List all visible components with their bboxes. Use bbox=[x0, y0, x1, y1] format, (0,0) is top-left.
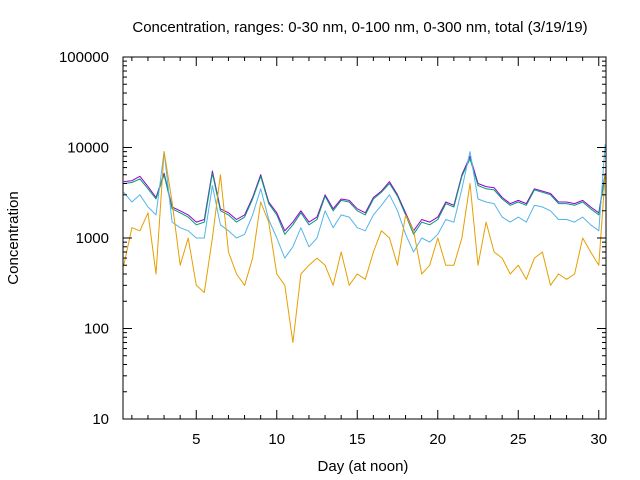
y-tick-label: 100000 bbox=[59, 49, 109, 66]
x-tick-label: 30 bbox=[590, 431, 607, 448]
series-line-3 bbox=[123, 143, 606, 259]
y-tick-label: 10000 bbox=[67, 140, 109, 157]
y-axis-label: Concentration bbox=[5, 191, 22, 284]
y-tick-label: 1000 bbox=[76, 230, 109, 247]
x-tick-label: 20 bbox=[429, 431, 446, 448]
x-tick-label: 10 bbox=[268, 431, 285, 448]
x-axis-label: Day (at noon) bbox=[318, 458, 409, 475]
y-axis: 10 100 1000 10000 100000 bbox=[59, 49, 606, 428]
x-tick-label: 5 bbox=[192, 431, 200, 448]
y-tick-label: 100 bbox=[84, 321, 109, 338]
x-tick-label: 25 bbox=[510, 431, 527, 448]
series-line-2 bbox=[123, 158, 606, 235]
x-tick-label: 15 bbox=[349, 431, 366, 448]
x-axis: 5 10 15 20 25 30 bbox=[131, 57, 607, 448]
series-line-4 bbox=[123, 151, 606, 343]
series-layer bbox=[123, 143, 606, 343]
y-tick-label: 10 bbox=[92, 411, 109, 428]
plot-frame bbox=[122, 56, 607, 420]
chart-title: Concentration, ranges: 0-30 nm, 0-100 nm… bbox=[132, 19, 587, 36]
